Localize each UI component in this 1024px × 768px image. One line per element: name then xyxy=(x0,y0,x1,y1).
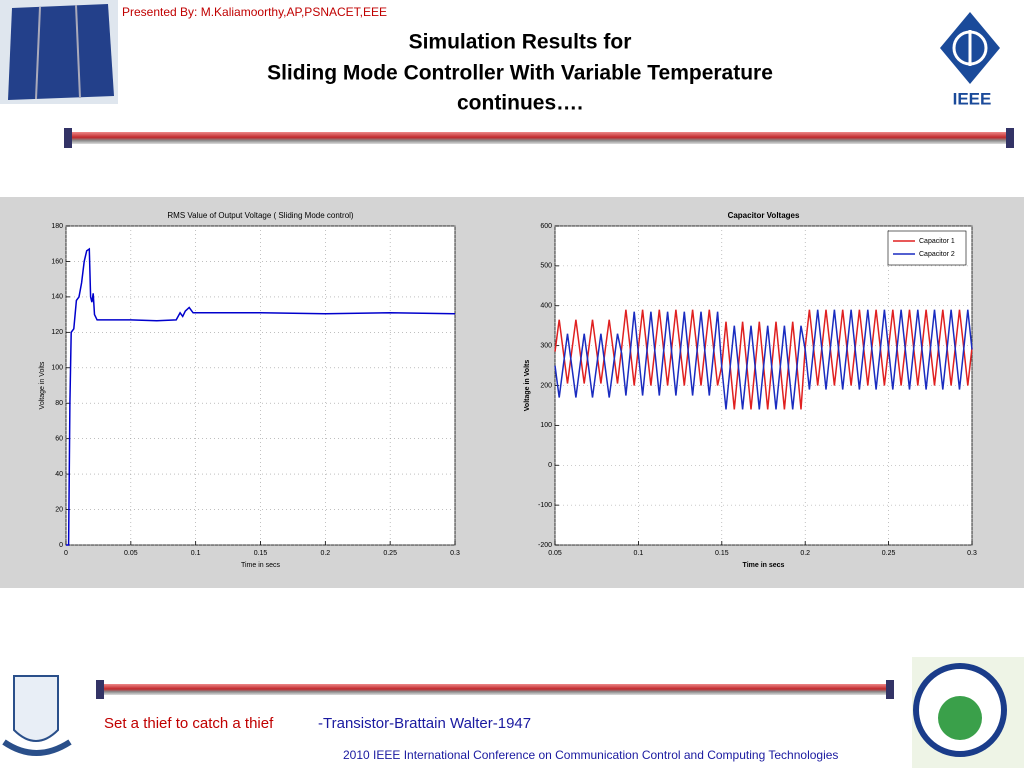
x-tick-label: 0 xyxy=(64,550,68,557)
y-tick-label: 180 xyxy=(51,223,63,230)
x-axis-label: Time in secs xyxy=(241,562,281,569)
x-tick-label: 0.2 xyxy=(320,550,330,557)
x-tick-label: 0.1 xyxy=(634,550,644,557)
y-tick-label: 200 xyxy=(540,382,552,389)
y-tick-label: -200 xyxy=(538,542,552,549)
data-line xyxy=(66,247,456,546)
x-tick-label: 0.2 xyxy=(800,550,810,557)
y-tick-label: 600 xyxy=(540,223,552,230)
y-tick-label: -100 xyxy=(538,502,552,509)
y-tick-label: 400 xyxy=(540,303,552,310)
x-tick-label: 0.3 xyxy=(967,550,977,557)
logo-text: IEEE xyxy=(953,89,992,108)
y-tick-label: 20 xyxy=(55,506,63,513)
x-tick-label: 0.1 xyxy=(191,550,201,557)
plot-area xyxy=(65,225,456,546)
y-axis-label: Voltage in Volts xyxy=(524,360,531,412)
title-line: Sliding Mode Controller With Variable Te… xyxy=(267,62,773,85)
y-tick-label: 120 xyxy=(51,329,63,336)
y-axis-label: Voltage in Volts xyxy=(39,361,46,409)
divider xyxy=(96,680,894,699)
college-logo xyxy=(912,657,1024,768)
legend-label: Capacitor 2 xyxy=(919,251,955,258)
x-tick-label: 0.05 xyxy=(548,550,562,557)
y-tick-label: 160 xyxy=(51,258,63,265)
conference: 2010 IEEE International Conference on Co… xyxy=(343,748,838,762)
presenter: Presented By: M.Kaliamoorthy,AP,PSNACET,… xyxy=(122,5,387,19)
x-tick-label: 0.25 xyxy=(383,550,397,557)
quote: Set a thief to catch a thief xyxy=(104,715,274,732)
y-tick-label: 140 xyxy=(51,294,63,301)
x-tick-label: 0.25 xyxy=(882,550,896,557)
y-tick-label: 500 xyxy=(540,263,552,270)
y-tick-label: 0 xyxy=(59,542,63,549)
y-tick-label: 100 xyxy=(51,365,63,372)
solar-cell-image xyxy=(0,0,118,104)
college-logo xyxy=(2,675,72,756)
y-tick-label: 80 xyxy=(55,400,63,407)
x-tick-label: 0.15 xyxy=(715,550,729,557)
y-tick-label: 100 xyxy=(540,422,552,429)
charts: 0 20 40 60 80 100 120 140 160 180 0 0.05 0.1 0.15 0.2 0… xyxy=(39,211,977,569)
title-line: continues…. xyxy=(457,92,583,115)
y-tick-label: 0 xyxy=(548,462,552,469)
y-tick-label: 60 xyxy=(55,436,63,443)
legend-box xyxy=(887,230,967,266)
chart-title: Capacitor Voltages xyxy=(728,211,800,220)
title-line: Simulation Results for xyxy=(409,31,632,54)
attribution: -Transistor-Brattain Walter-1947 xyxy=(318,715,531,732)
chart-title: RMS Value of Output Voltage ( Sliding Mo… xyxy=(167,211,354,220)
divider xyxy=(64,128,1014,148)
y-tick-label: 40 xyxy=(55,471,63,478)
data-line xyxy=(554,309,973,410)
x-axis-label: Time in secs xyxy=(743,562,785,569)
x-tick-label: 0.3 xyxy=(450,550,460,557)
ieee-logo: IEEE xyxy=(940,12,1000,108)
y-tick-label: 300 xyxy=(540,342,552,349)
x-tick-label: 0.15 xyxy=(254,550,268,557)
legend-label: Capacitor 1 xyxy=(919,238,955,245)
x-tick-label: 0.05 xyxy=(124,550,138,557)
